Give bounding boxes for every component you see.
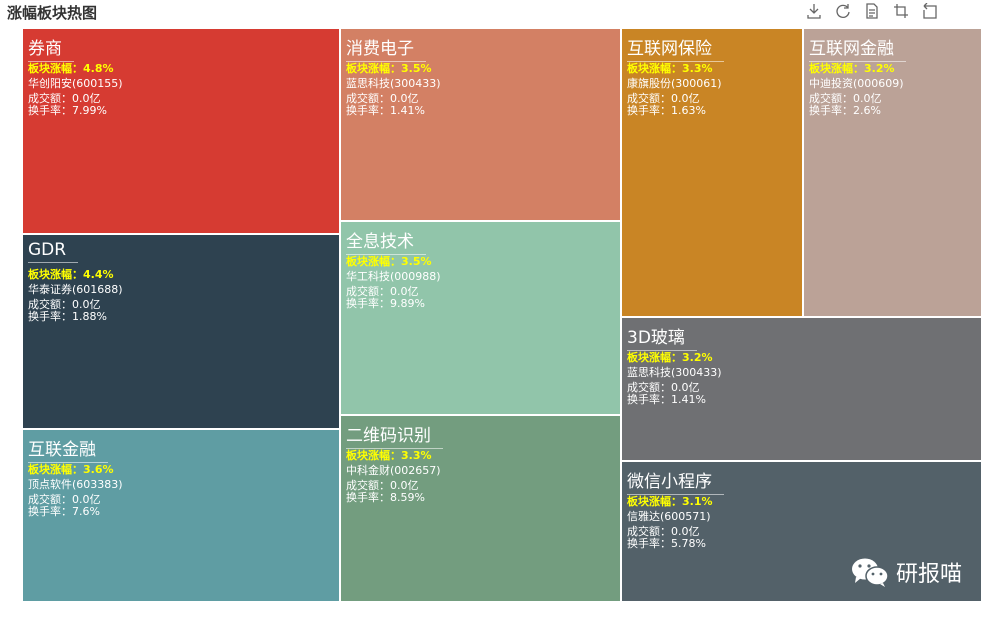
treemap-cell[interactable]: 3D玻璃 板块涨幅：3.2% 蓝思科技(300433) 成交额：0.0亿 换手率：1.4… (621, 317, 982, 461)
treemap-cell[interactable]: 券商 板块涨幅：4.8% 华创阳安(600155) 成交额：0.0亿 换手率：7.99% (22, 28, 340, 234)
chart-title: 涨幅板块热图 (7, 4, 98, 22)
sector-info: 板块涨幅：3.2% 蓝思科技(300433) 成交额：0.0亿 换手率：1.41% (627, 352, 722, 406)
sector-volume: 成交额：0.0亿 (28, 92, 101, 105)
sector-turnover: 换手率：7.6% (28, 505, 100, 518)
sector-name: GDR (28, 240, 79, 263)
sector-leading-stock: 信雅达(600571) (627, 510, 711, 523)
sector-info: 板块涨幅：3.5% 华工科技(000988) 成交额：0.0亿 换手率：9.89% (346, 256, 441, 310)
sector-info: 板块涨幅：3.3% 中科金财(002657) 成交额：0.0亿 换手率：8.59% (346, 450, 441, 504)
sector-volume: 成交额：0.0亿 (28, 493, 101, 506)
sector-change: 板块涨幅：3.5% (346, 255, 432, 268)
sector-volume: 成交额：0.0亿 (28, 298, 101, 311)
sector-change: 板块涨幅：3.2% (809, 62, 895, 75)
treemap-cell[interactable]: 互联网金融 板块涨幅：3.2% 中迪投资(000609) 成交额：0.0亿 换手率：2.… (803, 28, 982, 317)
treemap-cell[interactable]: GDR 板块涨幅：4.4% 华泰证券(601688) 成交额：0.0亿 换手率：1.88… (22, 234, 340, 429)
sector-leading-stock: 蓝思科技(300433) (627, 366, 722, 379)
sector-change: 板块涨幅：3.3% (627, 62, 713, 75)
treemap-cell[interactable]: 二维码识别 板块涨幅：3.3% 中科金财(002657) 成交额：0.0亿 换手率：8.… (340, 415, 621, 602)
sector-change: 板块涨幅：3.5% (346, 62, 432, 75)
sector-name: 券商 (28, 34, 74, 62)
sector-change: 板块涨幅：3.3% (346, 449, 432, 462)
treemap-cell[interactable]: 微信小程序 板块涨幅：3.1% 信雅达(600571) 成交额：0.0亿 换手率：5.7… (621, 461, 982, 602)
sector-turnover: 换手率：1.41% (627, 393, 706, 406)
sector-volume: 成交额：0.0亿 (809, 92, 882, 105)
sector-turnover: 换手率：5.78% (627, 537, 706, 550)
treemap-cell[interactable]: 全息技术 板块涨幅：3.5% 华工科技(000988) 成交额：0.0亿 换手率：9.8… (340, 221, 621, 415)
wechat-icon (852, 558, 889, 587)
zoom-reset-icon[interactable] (922, 3, 938, 19)
sector-info: 板块涨幅：3.6% 顶点软件(603383) 成交额：0.0亿 换手率：7.6% (28, 464, 123, 518)
sector-info: 板块涨幅：3.3% 康旗股份(300061) 成交额：0.0亿 换手率：1.63% (627, 63, 722, 117)
save-image-icon[interactable] (806, 3, 822, 19)
sector-name: 全息技术 (346, 227, 426, 255)
sector-change: 板块涨幅：4.8% (28, 62, 114, 75)
sector-info: 板块涨幅：3.1% 信雅达(600571) 成交额：0.0亿 换手率：5.78% (627, 496, 713, 550)
sector-info: 板块涨幅：3.5% 蓝思科技(300433) 成交额：0.0亿 换手率：1.41% (346, 63, 441, 117)
sector-name: 互联网保险 (627, 34, 724, 62)
sector-leading-stock: 中迪投资(000609) (809, 77, 904, 90)
sector-volume: 成交额：0.0亿 (627, 525, 700, 538)
data-view-icon[interactable] (864, 3, 880, 19)
treemap-cell[interactable]: 互联网保险 板块涨幅：3.3% 康旗股份(300061) 成交额：0.0亿 换手率：1.… (621, 28, 803, 317)
sector-turnover: 换手率：7.99% (28, 104, 107, 117)
sector-change: 板块涨幅：4.4% (28, 268, 114, 281)
restore-icon[interactable] (835, 3, 851, 19)
sector-change: 板块涨幅：3.1% (627, 495, 713, 508)
sector-name: 3D玻璃 (627, 323, 697, 351)
sector-volume: 成交额：0.0亿 (346, 92, 419, 105)
sector-turnover: 换手率：2.6% (809, 104, 881, 117)
sector-name: 互联网金融 (809, 34, 906, 62)
sector-leading-stock: 华工科技(000988) (346, 270, 441, 283)
chart-toolbox (806, 3, 951, 19)
treemap-cell[interactable]: 消费电子 板块涨幅：3.5% 蓝思科技(300433) 成交额：0.0亿 换手率：1.4… (340, 28, 621, 221)
sector-name: 微信小程序 (627, 467, 724, 495)
sector-volume: 成交额：0.0亿 (346, 285, 419, 298)
sector-volume: 成交额：0.0亿 (627, 92, 700, 105)
crop-zoom-icon[interactable] (893, 3, 909, 19)
sector-turnover: 换手率：1.63% (627, 104, 706, 117)
sector-info: 板块涨幅：4.8% 华创阳安(600155) 成交额：0.0亿 换手率：7.99% (28, 63, 123, 117)
sector-leading-stock: 康旗股份(300061) (627, 77, 722, 90)
sector-turnover: 换手率：1.88% (28, 310, 107, 323)
sector-volume: 成交额：0.0亿 (627, 381, 700, 394)
sector-turnover: 换手率：9.89% (346, 297, 425, 310)
sector-leading-stock: 华创阳安(600155) (28, 77, 123, 90)
sector-leading-stock: 中科金财(002657) (346, 464, 441, 477)
sector-leading-stock: 蓝思科技(300433) (346, 77, 441, 90)
sector-turnover: 换手率：1.41% (346, 104, 425, 117)
watermark-text: 研报喵 (896, 562, 963, 587)
sector-name: 互联金融 (28, 435, 108, 463)
sector-turnover: 换手率：8.59% (346, 491, 425, 504)
sector-leading-stock: 华泰证券(601688) (28, 283, 123, 296)
sector-change: 板块涨幅：3.6% (28, 463, 114, 476)
sector-name: 消费电子 (346, 34, 426, 62)
sector-volume: 成交额：0.0亿 (346, 479, 419, 492)
treemap-cell[interactable]: 互联金融 板块涨幅：3.6% 顶点软件(603383) 成交额：0.0亿 换手率：7.6… (22, 429, 340, 602)
sector-info: 板块涨幅：3.2% 中迪投资(000609) 成交额：0.0亿 换手率：2.6% (809, 63, 904, 117)
sector-change: 板块涨幅：3.2% (627, 351, 713, 364)
sector-name: 二维码识别 (346, 421, 443, 449)
sector-info: 板块涨幅：4.4% 华泰证券(601688) 成交额：0.0亿 换手率：1.88% (28, 269, 123, 323)
watermark: 研报喵 (850, 556, 962, 588)
sector-leading-stock: 顶点软件(603383) (28, 478, 123, 491)
